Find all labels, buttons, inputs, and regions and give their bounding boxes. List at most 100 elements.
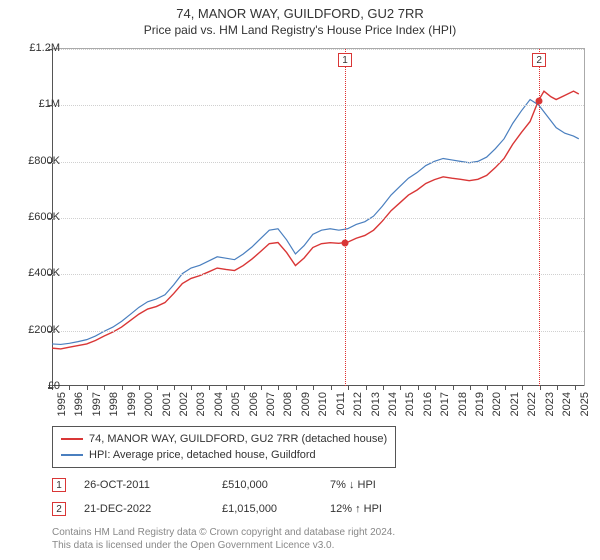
x-axis-label: 2006 <box>248 392 260 432</box>
x-axis-label: 2017 <box>439 392 451 432</box>
sale-marker-box: 1 <box>338 53 352 67</box>
gridline-h <box>52 105 584 106</box>
x-axis-label: 1999 <box>126 392 138 432</box>
chart-container: 74, MANOR WAY, GUILDFORD, GU2 7RR Price … <box>0 0 600 560</box>
x-axis-label: 2007 <box>265 392 277 432</box>
x-axis-label: 1997 <box>91 392 103 432</box>
tick-x <box>575 386 576 390</box>
gridline-h <box>52 274 584 275</box>
x-axis-label: 2021 <box>509 392 521 432</box>
tick-x <box>331 386 332 390</box>
sale-row-marker: 2 <box>52 502 66 516</box>
legend-swatch <box>61 454 83 456</box>
x-axis-label: 2000 <box>143 392 155 432</box>
sale-marker-line <box>345 49 346 386</box>
gridline-h <box>52 49 584 50</box>
legend-box: 74, MANOR WAY, GUILDFORD, GU2 7RR (detac… <box>52 426 396 468</box>
x-axis-label: 2016 <box>422 392 434 432</box>
legend-swatch <box>61 438 83 440</box>
sale-row-diff: 12% ↑ HPI <box>330 503 420 515</box>
sale-row-date: 26-OCT-2011 <box>84 479 204 491</box>
tick-x <box>400 386 401 390</box>
x-axis-label: 2015 <box>404 392 416 432</box>
x-axis-label: 2018 <box>457 392 469 432</box>
series-hpi <box>52 100 579 345</box>
sale-row: 126-OCT-2011£510,0007% ↓ HPI <box>52 478 585 492</box>
x-axis-label: 2009 <box>300 392 312 432</box>
gridline-h <box>52 218 584 219</box>
sale-row-date: 21-DEC-2022 <box>84 503 204 515</box>
x-axis-label: 1998 <box>108 392 120 432</box>
y-axis-label: £1.2M <box>29 42 60 54</box>
sale-row: 2 21-DEC-2022 £1,015,000 12% ↑ HPI <box>52 502 585 516</box>
tick-x <box>522 386 523 390</box>
x-axis-label: 2019 <box>474 392 486 432</box>
title-line2: Price paid vs. HM Land Registry's House … <box>0 23 600 37</box>
tick-x <box>540 386 541 390</box>
legend-label: 74, MANOR WAY, GUILDFORD, GU2 7RR (detac… <box>89 431 387 447</box>
x-axis-label: 2013 <box>370 392 382 432</box>
tick-x <box>435 386 436 390</box>
footer-text: Contains HM Land Registry data © Crown c… <box>52 526 585 552</box>
legend-row: 74, MANOR WAY, GUILDFORD, GU2 7RR (detac… <box>61 431 387 447</box>
tick-x <box>383 386 384 390</box>
y-axis-label: £200K <box>28 324 60 336</box>
x-axis-label: 2002 <box>178 392 190 432</box>
y-axis-label: £600K <box>28 211 60 223</box>
tick-x <box>244 386 245 390</box>
footer-line1: Contains HM Land Registry data © Crown c… <box>52 526 585 539</box>
tick-x <box>470 386 471 390</box>
sale-row-marker: 1 <box>52 478 66 492</box>
tick-x <box>226 386 227 390</box>
x-axis-label: 2003 <box>195 392 207 432</box>
tick-x <box>313 386 314 390</box>
x-axis-label: 2020 <box>491 392 503 432</box>
tick-x <box>418 386 419 390</box>
chart-plot-area: 12 <box>52 48 585 386</box>
title-block: 74, MANOR WAY, GUILDFORD, GU2 7RR Price … <box>0 0 600 37</box>
tick-x <box>348 386 349 390</box>
tick-x <box>453 386 454 390</box>
sale-marker-point <box>536 98 543 105</box>
legend-row: HPI: Average price, detached house, Guil… <box>61 447 387 463</box>
x-axis-label: 2001 <box>161 392 173 432</box>
sale-marker-box: 2 <box>532 53 546 67</box>
tick-x <box>157 386 158 390</box>
x-axis-label: 2010 <box>317 392 329 432</box>
sales-rows: 126-OCT-2011£510,0007% ↓ HPI221-DEC-2022… <box>52 478 585 516</box>
tick-x <box>191 386 192 390</box>
title-line1: 74, MANOR WAY, GUILDFORD, GU2 7RR <box>0 6 600 21</box>
x-axis-label: 2014 <box>387 392 399 432</box>
y-axis-label: £800K <box>28 155 60 167</box>
legend-label: HPI: Average price, detached house, Guil… <box>89 447 316 463</box>
sale-marker-point <box>341 240 348 247</box>
tick-x <box>174 386 175 390</box>
x-axis-label: 2024 <box>561 392 573 432</box>
y-axis-label: £0 <box>48 380 60 392</box>
series-property <box>52 91 579 349</box>
tick-x <box>557 386 558 390</box>
sale-row-price: £510,000 <box>222 479 312 491</box>
legend-and-footer: 74, MANOR WAY, GUILDFORD, GU2 7RR (detac… <box>52 426 585 552</box>
x-axis-label: 2025 <box>579 392 591 432</box>
tick-x <box>69 386 70 390</box>
gridline-h <box>52 162 584 163</box>
tick-x <box>487 386 488 390</box>
tick-x <box>209 386 210 390</box>
tick-x <box>366 386 367 390</box>
tick-x <box>261 386 262 390</box>
sale-row-price: £1,015,000 <box>222 503 312 515</box>
x-axis-label: 2008 <box>282 392 294 432</box>
gridline-h <box>52 331 584 332</box>
x-axis-label: 1995 <box>56 392 68 432</box>
tick-x <box>122 386 123 390</box>
x-axis-label: 2004 <box>213 392 225 432</box>
x-axis-label: 2012 <box>352 392 364 432</box>
tick-x <box>139 386 140 390</box>
x-axis-label: 2022 <box>526 392 538 432</box>
x-axis-label: 2005 <box>230 392 242 432</box>
footer-line2: This data is licensed under the Open Gov… <box>52 539 585 552</box>
tick-x <box>296 386 297 390</box>
tick-x <box>505 386 506 390</box>
x-axis-label: 1996 <box>73 392 85 432</box>
